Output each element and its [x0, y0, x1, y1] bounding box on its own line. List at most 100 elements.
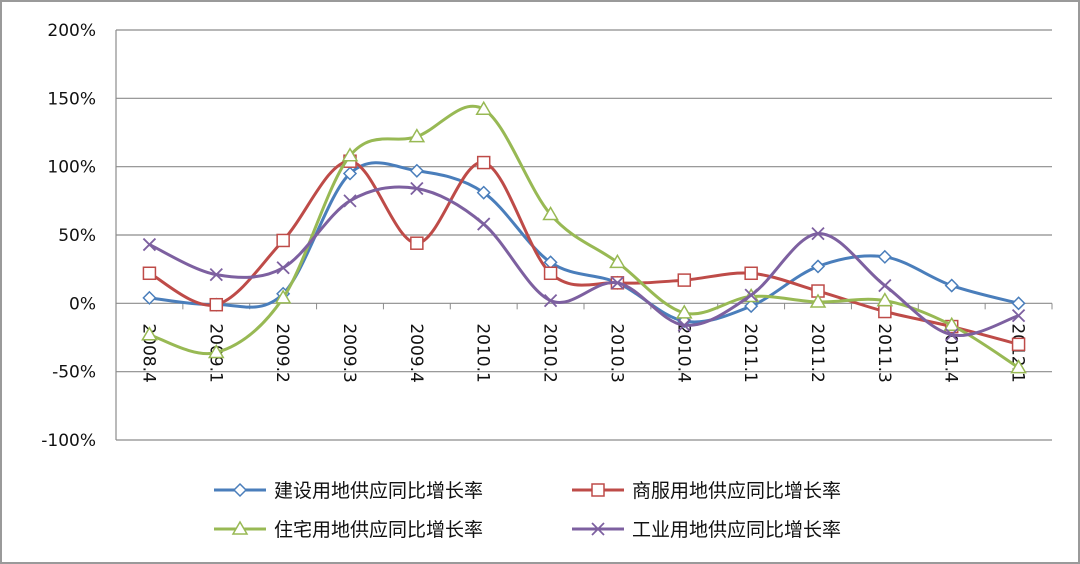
legend-item: 商服用地供应同比增长率 — [572, 480, 841, 502]
series-lines — [141, 100, 1027, 374]
legend-marker — [591, 483, 605, 497]
data-point — [610, 276, 625, 290]
x-tick-label: 2012.1 — [1008, 323, 1028, 382]
y-tick-label: 100% — [47, 158, 96, 178]
x-tick-label: 2009.4 — [406, 323, 426, 382]
legend-label: 建设用地供应同比增长率 — [274, 480, 483, 502]
data-point — [878, 304, 892, 319]
data-point — [142, 237, 157, 252]
data-point — [810, 259, 826, 274]
data-point — [142, 290, 157, 305]
data-point — [744, 299, 759, 314]
x-tick-label: 2010.2 — [540, 323, 560, 382]
marker-stroke — [209, 267, 223, 282]
legend-marker — [231, 520, 249, 535]
marker-stroke — [543, 293, 558, 308]
legend-item: 工业用地供应同比增长率 — [572, 519, 841, 541]
marker-stroke — [591, 522, 605, 536]
legend-label: 住宅用地供应同比增长率 — [274, 519, 483, 541]
data-point — [409, 163, 424, 178]
marker-stroke — [343, 194, 357, 208]
marker-stroke — [811, 226, 825, 241]
data-point — [343, 194, 357, 208]
data-point — [1011, 337, 1026, 352]
legend-marker — [232, 482, 248, 498]
x-axis-labels: 2008.42009.12009.22009.32009.42010.12010… — [138, 323, 1027, 382]
data-point — [1011, 296, 1026, 311]
series-line — [148, 185, 1020, 338]
data-point — [675, 304, 693, 319]
data-point — [209, 267, 223, 282]
data-point — [475, 100, 493, 116]
x-tick-label: 2009.3 — [339, 323, 359, 382]
legend-marker — [591, 522, 605, 536]
x-tick-label: 2010.1 — [473, 323, 493, 382]
y-tick-label: 150% — [47, 89, 96, 109]
data-point — [276, 261, 290, 275]
data-point — [1010, 359, 1027, 374]
marker-stroke — [677, 318, 691, 332]
data-point — [207, 344, 225, 359]
data-point — [677, 273, 692, 287]
series-4 — [142, 181, 1026, 342]
x-tick-label: 2011.1 — [740, 323, 760, 382]
data-point — [945, 328, 959, 342]
data-point — [609, 253, 626, 269]
marker-stroke — [142, 237, 157, 252]
data-point — [209, 297, 224, 312]
data-point — [744, 288, 758, 302]
x-tick-label: 2011.3 — [874, 323, 894, 382]
data-point — [543, 293, 558, 308]
legend-item: 住宅用地供应同比增长率 — [214, 519, 483, 541]
data-point — [476, 185, 491, 200]
x-tick-label: 2009.2 — [272, 323, 292, 382]
data-point — [876, 292, 894, 307]
data-point — [410, 236, 424, 250]
data-point — [341, 147, 359, 162]
y-tick-label: 50% — [58, 226, 96, 246]
y-tick-label: 0% — [69, 294, 96, 314]
y-axis: 200% 150% 100% 50% 0% -50% -100% — [41, 21, 1053, 451]
data-point — [811, 226, 825, 241]
marker-stroke — [945, 328, 959, 342]
data-point — [342, 166, 358, 181]
marker-stroke — [276, 261, 290, 275]
x-tick-label: 2011.2 — [807, 323, 827, 382]
data-point — [878, 278, 892, 293]
legend-label: 商服用地供应同比增长率 — [632, 480, 841, 502]
data-point — [274, 289, 292, 304]
series-2 — [142, 154, 1026, 352]
data-point — [677, 318, 691, 332]
data-point — [410, 181, 424, 196]
data-point — [944, 278, 959, 293]
y-tick-label: 200% — [47, 21, 96, 41]
data-point — [542, 206, 559, 221]
data-point — [744, 266, 758, 281]
data-point — [141, 326, 158, 341]
data-point — [276, 233, 290, 248]
data-point — [877, 249, 892, 264]
gridlines — [116, 29, 1052, 441]
y-tick-label: -50% — [52, 363, 96, 383]
x-tick-label: 2010.4 — [673, 323, 693, 382]
marker-stroke — [477, 217, 491, 231]
marker-stroke — [1011, 308, 1026, 323]
data-point — [477, 217, 491, 231]
marker-stroke — [744, 288, 758, 302]
x-tick-label: 2010.3 — [606, 323, 626, 382]
marker-stroke — [878, 278, 892, 293]
y-tick-label: -100% — [41, 431, 96, 451]
data-point — [476, 155, 491, 170]
data-point — [142, 266, 157, 281]
data-point — [408, 128, 426, 143]
marker-stroke — [410, 181, 424, 196]
marker-stroke — [610, 276, 625, 290]
data-point — [943, 316, 961, 331]
data-point — [809, 293, 827, 308]
data-point — [1011, 308, 1026, 323]
legend-item: 建设用地供应同比增长率 — [214, 480, 483, 502]
legend-label: 工业用地供应同比增长率 — [632, 519, 841, 541]
